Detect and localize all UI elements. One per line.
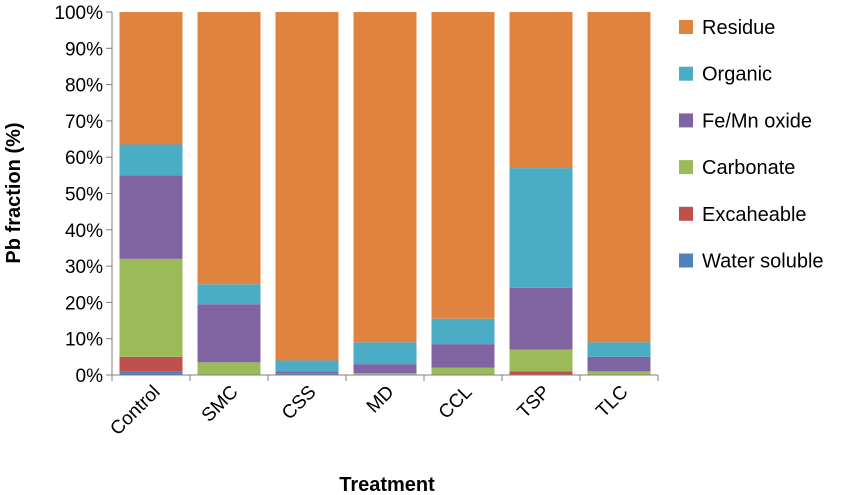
bar-segment <box>119 175 183 259</box>
y-tick-label: 20% <box>65 293 103 314</box>
bar-segment <box>197 304 261 363</box>
bar-segment <box>509 287 573 350</box>
bar-segment <box>587 12 651 343</box>
x-tick-label: TLC <box>592 382 632 422</box>
y-tick-label: 30% <box>65 257 103 278</box>
y-tick-label: 80% <box>65 76 103 97</box>
x-tick-label: CCL <box>435 382 477 424</box>
x-tick-label: CSS <box>278 382 320 424</box>
y-tick-label: 70% <box>65 112 103 133</box>
bar-segment <box>119 12 183 145</box>
bar-segment <box>353 342 417 365</box>
legend-label: Organic <box>702 64 772 86</box>
legend-swatch <box>679 66 693 81</box>
y-tick-label: 100% <box>54 3 103 24</box>
y-tick-label: 90% <box>65 39 103 60</box>
legend-swatch <box>679 206 693 221</box>
bar-segment <box>431 318 495 345</box>
bar-segment <box>119 144 183 176</box>
legend-label: Residue <box>702 17 775 39</box>
bar-segment <box>587 342 651 357</box>
bar-segment <box>431 344 495 368</box>
bar-segment <box>509 168 573 288</box>
y-tick-label: 50% <box>65 185 103 206</box>
x-axis-title: Treatment <box>339 474 435 495</box>
bar-segment <box>509 371 573 375</box>
bar-segment <box>275 360 339 372</box>
legend-label: Fe/Mn oxide <box>702 110 812 132</box>
bar-segment <box>275 12 339 361</box>
x-tick-label: Control <box>106 382 164 440</box>
x-tick-label: TSP <box>514 382 555 423</box>
bar-segment <box>353 364 417 374</box>
bar-segment <box>509 349 573 372</box>
bar-segment <box>119 371 183 375</box>
bar-segment <box>509 12 573 169</box>
bar-segment <box>119 258 183 357</box>
y-axis-ticks: 0% 10% 20% 30% 40% 50% 60% 70% 80% 90% 100% <box>54 3 112 387</box>
bar-segment <box>431 367 495 375</box>
bar-segment <box>197 362 261 375</box>
bar-segment <box>431 12 495 319</box>
bar-segment <box>353 373 417 375</box>
bar-segment <box>197 284 261 305</box>
legend-swatch <box>679 160 693 175</box>
bar-segment <box>587 356 651 372</box>
legend: Residue Organic Fe/Mn oxide Carbonate Excahe… <box>679 17 824 273</box>
legend-swatch <box>679 253 693 268</box>
bar-segment <box>275 371 339 374</box>
bar-segment <box>119 356 183 372</box>
y-axis-title: Pb fraction (%) <box>3 122 25 263</box>
x-tick-label: SMC <box>198 382 243 427</box>
y-tick-label: 0% <box>76 366 104 387</box>
legend-label: Carbonate <box>702 157 795 179</box>
bar-segment <box>275 373 339 375</box>
x-tick-label: MD <box>363 382 399 418</box>
bar-segment <box>587 371 651 375</box>
stacked-bars <box>119 12 651 375</box>
legend-label: Water soluble <box>702 251 824 273</box>
legend-swatch <box>679 20 693 34</box>
bar-segment <box>353 12 417 343</box>
y-tick-label: 10% <box>65 330 103 351</box>
legend-swatch <box>679 113 693 128</box>
x-axis-ticks: Control SMC CSS MD CCL TSP TLC <box>106 375 659 440</box>
y-tick-label: 60% <box>65 148 103 169</box>
bar-segment <box>197 12 261 285</box>
legend-label: Excaheable <box>702 204 807 226</box>
y-tick-label: 40% <box>65 221 103 242</box>
